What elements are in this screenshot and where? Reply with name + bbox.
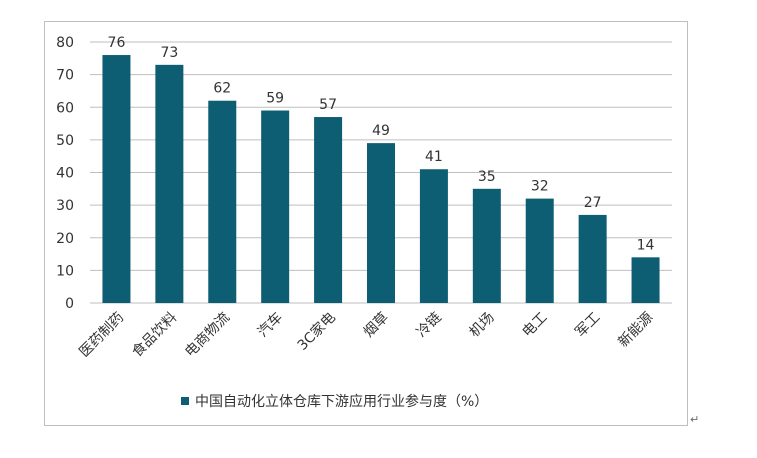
y-tick-label: 20 — [56, 231, 74, 247]
x-category-label: 电商物流 — [182, 310, 233, 361]
y-tick-label: 40 — [56, 166, 74, 182]
x-category-label: 军工 — [572, 310, 603, 341]
x-category-label: 食品饮料 — [129, 309, 181, 361]
x-category-label: 机场 — [467, 310, 498, 341]
y-tick-label: 50 — [56, 133, 74, 149]
data-label: 73 — [160, 45, 178, 61]
bar — [525, 198, 554, 303]
x-category-label: 汽车 — [254, 309, 286, 341]
legend-swatch — [181, 397, 189, 405]
bar — [578, 214, 607, 303]
x-category-label: 3C家电 — [294, 309, 339, 354]
data-label: 59 — [266, 91, 284, 107]
data-labels: 76 73 62 59 57 49 41 35 32 27 14 — [108, 35, 655, 253]
data-label: 57 — [319, 97, 337, 113]
return-mark: ↵ — [690, 413, 700, 426]
y-tick-label: 30 — [56, 198, 74, 214]
x-category-label: 烟草 — [361, 310, 392, 341]
y-tick-label: 0 — [65, 296, 74, 312]
bar — [631, 257, 660, 303]
y-tick-label: 80 — [56, 35, 74, 51]
bar — [155, 64, 184, 304]
x-category-label: 新能源 — [615, 310, 656, 351]
data-label: 32 — [531, 179, 549, 195]
x-category-label: 电工 — [519, 310, 550, 341]
data-label: 35 — [478, 169, 496, 185]
data-label: 14 — [637, 237, 655, 253]
y-tick-label: 60 — [56, 100, 74, 116]
bar — [208, 100, 237, 303]
data-label: 41 — [425, 149, 443, 165]
x-axis-categories: 医药制药 食品饮料 电商物流 汽车 3C家电 烟草 冷链 机场 电工 军工 新能源 — [76, 309, 656, 361]
x-category-label: 医药制药 — [76, 310, 127, 361]
bar — [314, 117, 343, 303]
bar — [367, 143, 395, 303]
data-label: 49 — [372, 123, 390, 139]
legend: 中国自动化立体仓库下游应用行业参与度（%） — [181, 392, 488, 410]
bar — [419, 169, 448, 303]
y-tick-label: 10 — [56, 263, 74, 279]
bar — [102, 55, 131, 303]
chart-frame — [44, 21, 688, 426]
data-label: 76 — [108, 35, 126, 51]
gridlines — [90, 41, 672, 304]
bars — [102, 55, 660, 304]
data-label: 27 — [584, 195, 602, 211]
bar — [261, 110, 290, 303]
data-label: 62 — [213, 81, 231, 97]
y-axis-ticks: 0 10 20 30 40 50 60 70 80 — [56, 35, 74, 312]
legend-label: 中国自动化立体仓库下游应用行业参与度（%） — [195, 394, 489, 410]
bar — [472, 188, 501, 303]
y-tick-label: 70 — [56, 68, 74, 84]
x-category-label: 冷链 — [414, 310, 445, 341]
